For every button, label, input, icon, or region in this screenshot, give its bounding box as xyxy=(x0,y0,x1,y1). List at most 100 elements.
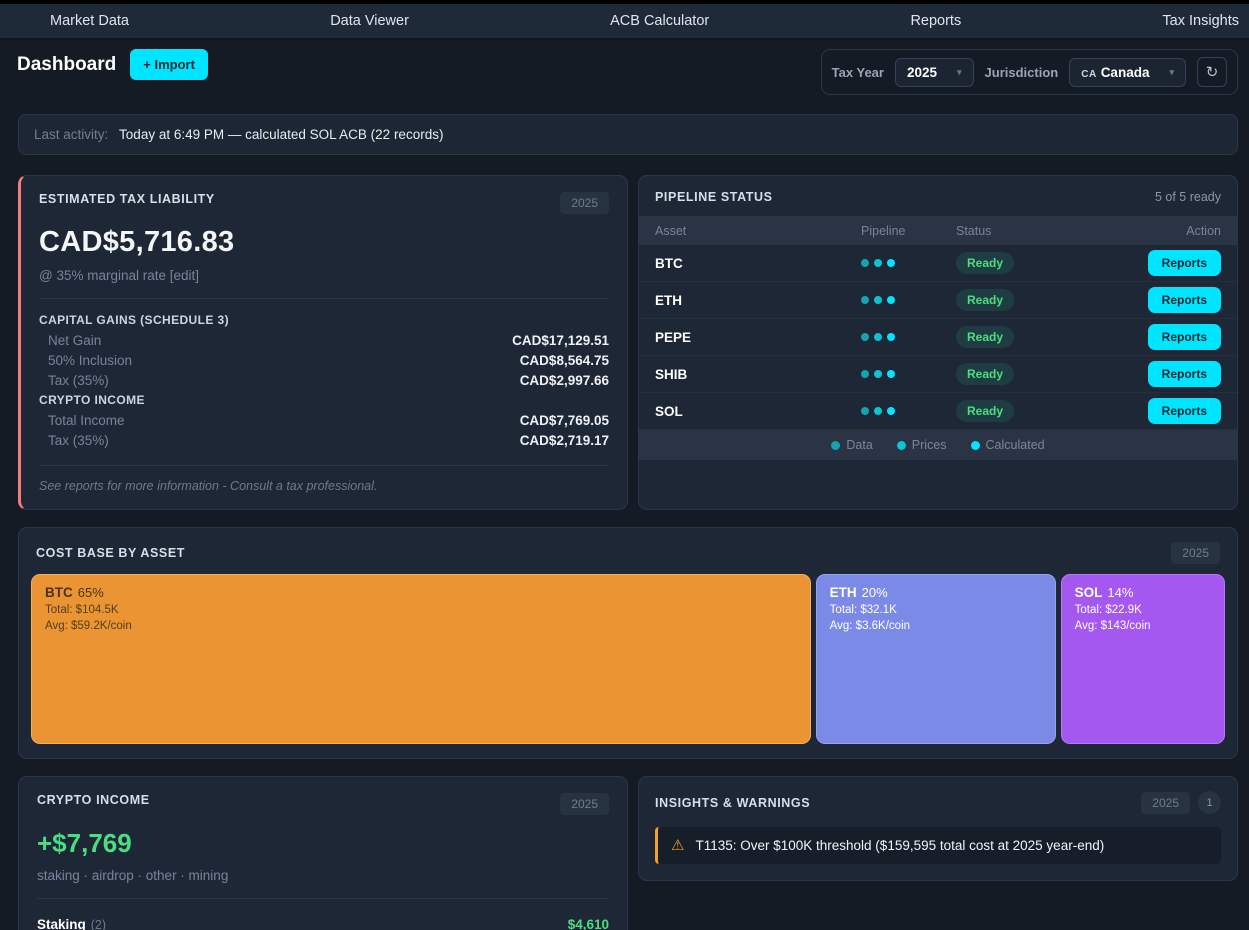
treemap-total: Total: $104.5K xyxy=(45,604,797,616)
nav-reports[interactable]: Reports xyxy=(910,13,961,29)
status-badge: Ready xyxy=(956,289,1014,311)
cost-base-treemap: BTC65% Total: $104.5K Avg: $59.2K/coin E… xyxy=(31,574,1225,744)
asset-label: PEPE xyxy=(655,330,861,345)
treemap-percent: 14% xyxy=(1107,585,1133,600)
status-badge: Ready xyxy=(956,363,1014,385)
income-tax-label: Tax (35%) xyxy=(48,433,109,448)
asset-label: ETH xyxy=(655,293,861,308)
treemap-avg: Avg: $3.6K/coin xyxy=(830,620,1042,632)
legend-dot-data xyxy=(831,441,840,450)
pipeline-stage-dots xyxy=(861,296,956,304)
tax-liability-amount: CAD$5,716.83 xyxy=(39,226,609,259)
pipeline-stage-dots xyxy=(861,407,956,415)
nav-data-viewer[interactable]: Data Viewer xyxy=(330,13,409,29)
treemap-percent: 20% xyxy=(862,585,888,600)
gains-tax-label: Tax (35%) xyxy=(48,373,109,388)
legend-label-calculated: Calculated xyxy=(986,438,1045,452)
last-activity-bar: Last activity: Today at 6:49 PM — calcul… xyxy=(18,114,1238,155)
tax-year-badge: 2025 xyxy=(560,192,609,214)
col-status: Status xyxy=(956,224,1186,238)
jurisdiction-value: Canada xyxy=(1101,65,1150,80)
income-card-title: CRYPTO INCOME xyxy=(37,793,150,807)
pipeline-status-card: PIPELINE STATUS 5 of 5 ready Asset Pipel… xyxy=(638,175,1238,510)
country-code-badge: CA xyxy=(1081,69,1096,80)
warning-t1135: ⚠ T1135: Over $100K threshold ($159,595 … xyxy=(655,827,1221,864)
chevron-down-icon: ▾ xyxy=(1169,67,1174,78)
treemap-cell-btc[interactable]: BTC65% Total: $104.5K Avg: $59.2K/coin xyxy=(31,574,811,744)
warnings-count-badge: 1 xyxy=(1198,791,1221,814)
col-pipeline: Pipeline xyxy=(861,224,956,238)
table-row-eth: ETH Ready Reports xyxy=(639,282,1237,319)
treemap-total: Total: $22.9K xyxy=(1075,604,1211,616)
nav-tax-insights[interactable]: Tax Insights xyxy=(1162,13,1239,29)
crypto-income-card: CRYPTO INCOME 2025 +$7,769 staking · air… xyxy=(18,776,628,930)
reports-button-shib[interactable]: Reports xyxy=(1148,361,1221,387)
income-tax-value: CAD$2,719.17 xyxy=(520,433,609,448)
divider xyxy=(39,298,609,299)
table-row-sol: SOL Ready Reports xyxy=(639,393,1237,430)
capital-gains-section-title: CAPITAL GAINS (SCHEDULE 3) xyxy=(39,310,609,330)
total-income-row: Total Income CAD$7,769.05 xyxy=(39,410,609,430)
col-asset: Asset xyxy=(655,224,861,238)
tax-card-title: ESTIMATED TAX LIABILITY xyxy=(39,192,215,206)
net-gain-row: Net Gain CAD$17,129.51 xyxy=(39,330,609,350)
reports-button-eth[interactable]: Reports xyxy=(1148,287,1221,313)
nav-market-data[interactable]: Market Data xyxy=(50,13,129,29)
treemap-cell-sol[interactable]: SOL 14% Total: $22.9K Avg: $143/coin xyxy=(1061,574,1225,744)
status-badge: Ready xyxy=(956,252,1014,274)
page-header: Dashboard + Import Tax Year 2025 ▾ Juris… xyxy=(0,40,1249,101)
col-action: Action xyxy=(1186,224,1221,238)
inclusion-label: 50% Inclusion xyxy=(48,353,132,368)
income-type-count: (2) xyxy=(91,918,106,930)
net-gain-value: CAD$17,129.51 xyxy=(512,333,609,348)
edit-rate-link[interactable]: [edit] xyxy=(170,268,199,283)
reports-button-sol[interactable]: Reports xyxy=(1148,398,1221,424)
cost-base-title: COST BASE BY ASSET xyxy=(36,546,185,560)
legend-label-data: Data xyxy=(846,438,872,452)
net-gain-label: Net Gain xyxy=(48,333,101,348)
warning-icon: ⚠ xyxy=(671,838,684,853)
asset-label: BTC xyxy=(655,256,861,271)
jurisdiction-select[interactable]: CA Canada ▾ xyxy=(1069,58,1186,87)
table-row-btc: BTC Ready Reports xyxy=(639,245,1237,282)
refresh-button[interactable]: ↻ xyxy=(1197,57,1227,87)
page-title: Dashboard xyxy=(17,54,116,76)
income-total-amount: +$7,769 xyxy=(37,828,609,859)
nav-acb-calculator[interactable]: ACB Calculator xyxy=(610,13,709,29)
inclusion-value: CAD$8,564.75 xyxy=(520,353,609,368)
treemap-asset: SOL xyxy=(1075,585,1103,600)
reports-button-pepe[interactable]: Reports xyxy=(1148,324,1221,350)
refresh-icon: ↻ xyxy=(1206,63,1219,81)
total-income-value: CAD$7,769.05 xyxy=(520,413,609,428)
treemap-cell-eth[interactable]: ETH20% Total: $32.1K Avg: $3.6K/coin xyxy=(816,574,1056,744)
income-type-value: $4,610 xyxy=(568,917,609,930)
treemap-percent: 65% xyxy=(78,585,104,600)
income-row-staking: Staking(2) $4,610 xyxy=(37,910,609,930)
pipeline-stage-dots xyxy=(861,370,956,378)
income-year-badge: 2025 xyxy=(560,793,609,815)
top-navigation: Market Data Data Viewer ACB Calculator R… xyxy=(0,4,1249,40)
divider xyxy=(37,898,609,899)
tax-liability-card: ESTIMATED TAX LIABILITY 2025 CAD$5,716.8… xyxy=(18,175,628,510)
gains-tax-row: Tax (35%) CAD$2,997.66 xyxy=(39,370,609,390)
legend-dot-calculated xyxy=(971,441,980,450)
import-button[interactable]: + Import xyxy=(130,49,208,80)
total-income-label: Total Income xyxy=(48,413,125,428)
asset-label: SHIB xyxy=(655,367,861,382)
legend-label-prices: Prices xyxy=(912,438,947,452)
jurisdiction-label: Jurisdiction xyxy=(985,65,1059,80)
divider xyxy=(39,465,609,466)
status-badge: Ready xyxy=(956,326,1014,348)
crypto-income-section-title: CRYPTO INCOME xyxy=(39,390,609,410)
filter-controls: Tax Year 2025 ▾ Jurisdiction CACanada ▾ … xyxy=(821,49,1238,95)
pipeline-ready-count: 5 of 5 ready xyxy=(1155,190,1221,204)
cost-base-year-badge: 2025 xyxy=(1171,542,1220,564)
insights-card-title: INSIGHTS & WARNINGS xyxy=(655,796,810,810)
table-row-shib: SHIB Ready Reports xyxy=(639,356,1237,393)
reports-button-btc[interactable]: Reports xyxy=(1148,250,1221,276)
insights-warnings-card: INSIGHTS & WARNINGS 2025 1 ⚠ T1135: Over… xyxy=(638,776,1238,881)
treemap-avg: Avg: $143/coin xyxy=(1075,620,1211,632)
tax-year-select[interactable]: 2025 ▾ xyxy=(895,58,974,87)
status-badge: Ready xyxy=(956,400,1014,422)
tax-year-value: 2025 xyxy=(907,65,937,80)
